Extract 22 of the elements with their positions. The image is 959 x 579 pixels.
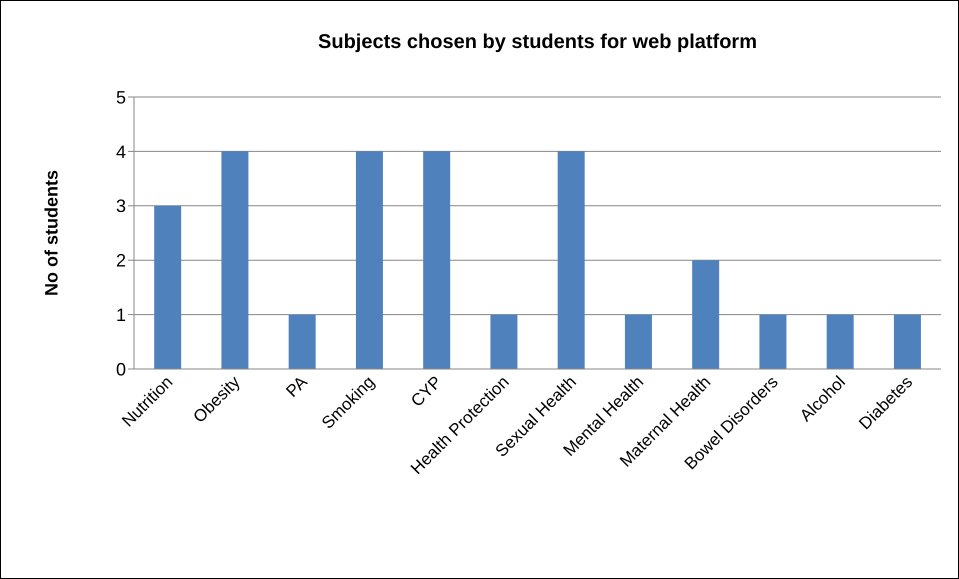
y-tick-label: 3 (116, 196, 126, 216)
bar (356, 151, 383, 369)
bar (894, 314, 921, 369)
y-tick-label: 5 (116, 87, 126, 108)
bar (826, 314, 854, 369)
y-tick-label: 4 (116, 142, 126, 162)
x-tick-label: CYP (407, 372, 446, 411)
y-axis-title: No of students (41, 170, 62, 296)
bar (490, 314, 518, 369)
y-tick-label: 2 (116, 250, 126, 271)
bar (154, 206, 182, 369)
bar (221, 151, 248, 369)
y-tick-label: 1 (116, 304, 126, 325)
bar (558, 151, 585, 369)
bar (759, 314, 786, 369)
bar (288, 314, 316, 369)
bar (423, 151, 450, 369)
y-tick-label: 0 (116, 359, 126, 380)
x-tick-label: PA (282, 372, 312, 401)
bar (624, 314, 652, 369)
chart-title: Subjects chosen by students for web platform (317, 31, 758, 54)
bar (692, 260, 720, 369)
